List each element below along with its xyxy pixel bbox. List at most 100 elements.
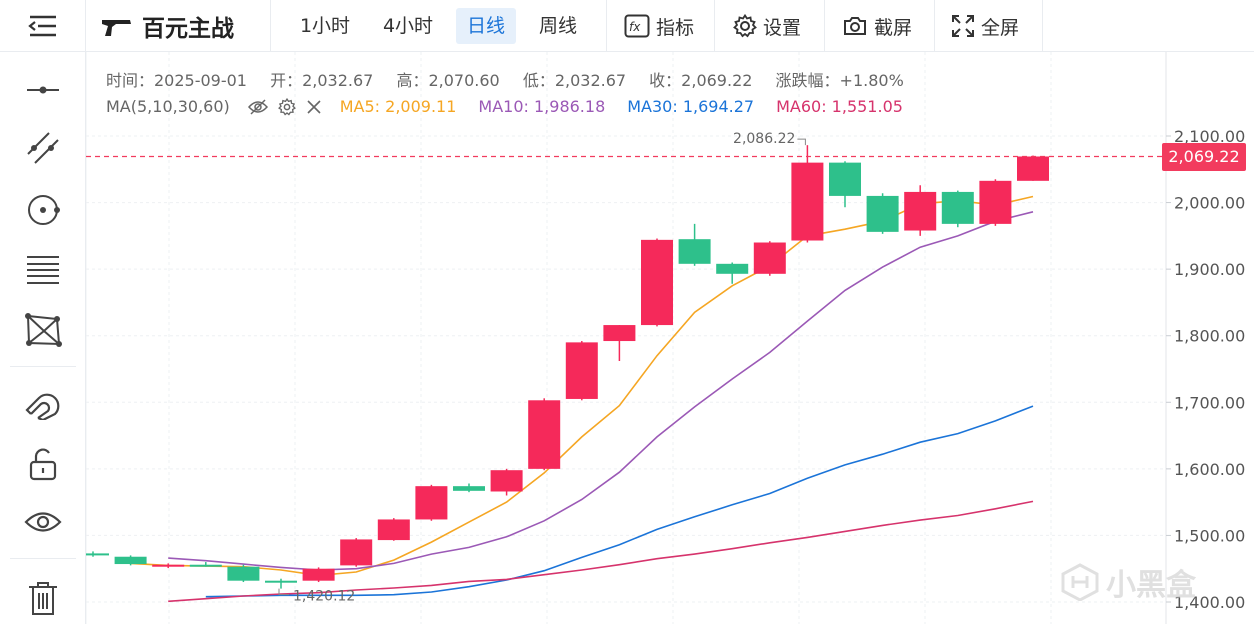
watermark-text: 小黑盒 <box>1106 568 1196 603</box>
candle-body <box>415 486 448 520</box>
candle-body <box>114 556 147 565</box>
indicator-label: 指标 <box>656 16 695 39</box>
candle-body <box>377 519 410 541</box>
candle-body <box>979 180 1012 224</box>
hide-ma-button[interactable] <box>247 98 268 115</box>
indicator-button[interactable]: fx 指标 <box>624 0 694 52</box>
min-price-label: 1,420.12 <box>293 589 355 605</box>
trend-line-tool[interactable] <box>0 124 86 172</box>
tab-1h[interactable]: 1小时 <box>299 15 351 37</box>
candle-body <box>603 325 636 342</box>
lock-tool[interactable] <box>0 440 86 488</box>
settings-label: 设置 <box>763 16 802 39</box>
screenshot-label: 截屏 <box>874 16 913 39</box>
svg-text:fx: fx <box>629 20 641 34</box>
chart-area[interactable]: 1,400.00 1,500.00 1,600.00 1,700.00 1,800.00… <box>77 52 1254 624</box>
min-marker <box>278 588 289 596</box>
candle-body <box>1017 156 1049 181</box>
candle-body <box>791 162 824 241</box>
tab-4h[interactable]: 4小时 <box>382 15 434 37</box>
settings-button[interactable]: 设置 <box>733 0 801 52</box>
candle-body <box>941 191 974 224</box>
eye-icon <box>24 512 62 532</box>
ma10-value: MA10: 1,986.18 <box>478 97 606 116</box>
pistol-icon <box>102 20 131 36</box>
circle-dot-icon <box>28 195 60 225</box>
magnet-tool[interactable] <box>0 378 86 426</box>
trash-icon <box>29 582 57 615</box>
candle-body <box>866 195 899 232</box>
info-close: 收：2,069.22 <box>649 71 753 90</box>
gear-icon <box>277 97 296 115</box>
max-marker <box>797 138 806 146</box>
y-tick-label: 2,000.00 <box>1174 194 1245 213</box>
horizontal-line-tool[interactable] <box>0 66 86 114</box>
ma-settings-button[interactable] <box>277 97 296 116</box>
ma-line-ma30 <box>205 405 1034 598</box>
ma-legend: MA(5,10,30,60) MA5: 2,009.11 MA10: 1,986… <box>106 97 925 116</box>
drawing-toolbar <box>0 52 86 624</box>
unlock-icon <box>29 448 57 481</box>
ma-legend-label: MA(5,10,30,60) <box>106 97 230 116</box>
candle-body <box>340 539 373 566</box>
ma-line-ma10 <box>168 211 1034 571</box>
fib-lines-icon <box>27 256 59 284</box>
candle-body <box>678 239 711 264</box>
candle-body <box>641 239 673 326</box>
tab-daily[interactable]: 日线 <box>456 8 516 44</box>
candle-body <box>302 568 335 581</box>
info-high: 高：2,070.60 <box>396 71 500 90</box>
horizontal-line-icon <box>27 86 59 94</box>
divider <box>10 558 76 559</box>
fib-tool[interactable] <box>0 246 86 294</box>
pattern-icon <box>25 313 62 347</box>
y-tick-label: 1,800.00 <box>1174 327 1245 346</box>
info-low: 低：2,032.67 <box>522 71 627 90</box>
last-price-tag: 2,069.22 <box>1162 143 1246 171</box>
ma60-value: MA60: 1,551.05 <box>776 97 903 116</box>
ma-line-ma60 <box>168 500 1034 603</box>
gear-icon <box>733 14 757 38</box>
y-tick-label: 1,400.00 <box>1174 593 1245 612</box>
circle-tool[interactable] <box>0 186 86 234</box>
fullscreen-label: 全屏 <box>981 16 1020 39</box>
info-time: 时间：2025-09-01 <box>106 71 247 90</box>
candle-body <box>152 564 185 567</box>
candle-body <box>227 566 260 581</box>
pattern-tool[interactable] <box>0 306 86 354</box>
info-open: 开：2,032.67 <box>270 71 374 90</box>
candle-body <box>528 400 561 469</box>
fullscreen-button[interactable]: 全屏 <box>951 0 1019 52</box>
menu-button[interactable] <box>0 0 86 52</box>
candle-body <box>490 470 523 492</box>
max-price-label: 2,086.22 <box>733 131 795 147</box>
close-icon <box>307 99 321 114</box>
remove-ma-button[interactable] <box>306 99 322 115</box>
candlestick-chart[interactable]: 1,400.00 1,500.00 1,600.00 1,700.00 1,800.00… <box>77 52 1254 624</box>
y-tick-label: 1,900.00 <box>1174 260 1245 279</box>
ohlc-info: 时间：2025-09-01 开：2,032.67 高：2,070.60 低：2,… <box>106 67 922 91</box>
trend-line-icon <box>27 132 59 164</box>
fullscreen-icon <box>952 15 974 37</box>
divider <box>824 0 825 52</box>
tab-weekly[interactable]: 周线 <box>538 15 577 37</box>
candle-body <box>829 162 861 196</box>
watermark: 小黑盒 <box>1060 560 1196 604</box>
toolbar: 百元主战 1小时 4小时 日线 周线 fx 指标 设置 截屏 全屏 <box>0 0 1254 52</box>
eye-off-icon <box>247 98 268 115</box>
ma30-value: MA30: 1,694.27 <box>627 97 755 116</box>
xiaoheihe-logo-icon <box>1061 563 1099 601</box>
delete-tool[interactable] <box>0 574 86 622</box>
visibility-tool[interactable] <box>0 498 86 546</box>
info-change: 涨跌幅：+1.80% <box>775 71 904 90</box>
y-tick-label: 2,100.00 <box>1174 127 1245 146</box>
candle-body <box>753 242 786 274</box>
candle-body <box>716 263 749 274</box>
candle-body <box>565 342 598 399</box>
fx-icon: fx <box>624 14 650 38</box>
screenshot-button[interactable]: 截屏 <box>842 0 912 52</box>
camera-icon <box>844 17 866 35</box>
divider <box>1042 0 1043 52</box>
candle-body <box>77 553 109 556</box>
y-tick-label: 1,600.00 <box>1174 460 1245 479</box>
